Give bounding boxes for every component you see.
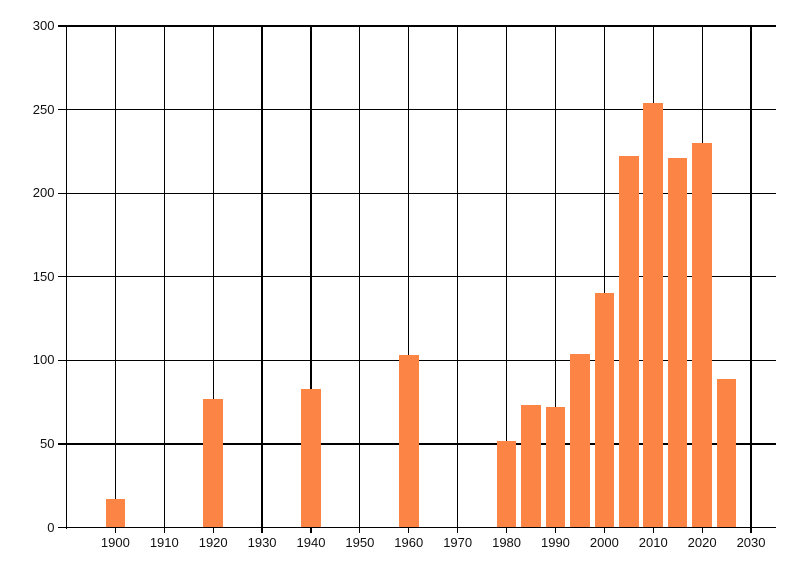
y-tick (57, 359, 67, 361)
x-gridline (310, 26, 312, 528)
x-tick-label: 1900 (100, 534, 130, 550)
y-tick (57, 526, 67, 529)
x-tick (359, 527, 361, 533)
x-tick-label: 1930 (247, 534, 277, 550)
y-tick-label: 50 (40, 435, 55, 451)
x-gridline (163, 26, 165, 528)
x-tick (212, 527, 214, 533)
y-tick-label: 250 (32, 101, 55, 117)
bar-2005 (619, 156, 639, 528)
x-tick (701, 527, 703, 533)
bar-2010 (643, 102, 664, 528)
bar-2000 (594, 293, 615, 528)
y-axis-line (65, 26, 68, 529)
x-gridline (408, 26, 410, 528)
x-gridline (554, 26, 557, 528)
x-tick-label: 2020 (687, 534, 717, 550)
bar-1995 (570, 353, 590, 528)
x-tick-label: 1910 (149, 534, 179, 550)
bar-2015 (667, 158, 688, 528)
bar-2025 (716, 378, 737, 528)
bar-1990 (545, 407, 566, 528)
x-gridline (114, 26, 116, 528)
bar-1900 (105, 499, 126, 528)
y-tick (57, 108, 67, 111)
y-tick-label: 100 (32, 352, 55, 368)
x-tick (603, 527, 605, 533)
y-tick-label: 200 (32, 185, 55, 201)
x-tick-label: 2010 (638, 534, 668, 550)
x-tick-label: 1990 (540, 534, 570, 550)
y-gridline (66, 276, 776, 278)
y-tick (57, 192, 67, 194)
x-gridline (261, 26, 263, 528)
y-gridline (66, 25, 776, 27)
x-tick (505, 527, 508, 533)
x-tick-label: 1980 (492, 534, 522, 550)
x-axis-line (66, 526, 776, 529)
x-tick-label: 1940 (296, 534, 326, 550)
y-tick-label: 300 (32, 18, 55, 33)
y-tick (57, 25, 67, 27)
x-tick (114, 527, 116, 533)
bar-1920 (203, 398, 223, 528)
x-tick (261, 527, 263, 533)
y-gridline (66, 359, 776, 361)
x-tick (310, 527, 312, 533)
x-gridline (750, 26, 752, 528)
bar-1960 (398, 355, 419, 528)
y-gridline (66, 108, 776, 111)
x-tick-label: 1970 (443, 534, 473, 550)
x-gridline (359, 26, 361, 528)
y-gridline (66, 192, 776, 194)
x-tick (457, 527, 459, 533)
x-tick-label: 1960 (394, 534, 424, 550)
bar-1940 (301, 388, 321, 528)
x-gridline (505, 26, 508, 528)
bar-1985 (521, 405, 541, 528)
x-gridline (457, 26, 459, 528)
x-tick-label: 1950 (345, 534, 375, 550)
y-gridline (66, 443, 776, 445)
x-tick-label: 2030 (736, 534, 766, 550)
bar-1980 (496, 440, 517, 528)
y-tick (57, 443, 67, 445)
x-gridline (603, 26, 605, 528)
x-gridline (212, 26, 214, 528)
y-tick-label: 0 (47, 519, 55, 535)
y-tick (57, 276, 67, 278)
bar-2020 (692, 143, 712, 528)
x-tick-label: 2000 (589, 534, 619, 550)
x-tick (652, 527, 654, 533)
y-tick-label: 150 (32, 268, 55, 284)
x-tick (554, 527, 557, 533)
x-tick (750, 527, 752, 533)
x-tick (408, 527, 410, 533)
x-tick (163, 527, 165, 533)
x-tick-label: 1920 (198, 534, 228, 550)
